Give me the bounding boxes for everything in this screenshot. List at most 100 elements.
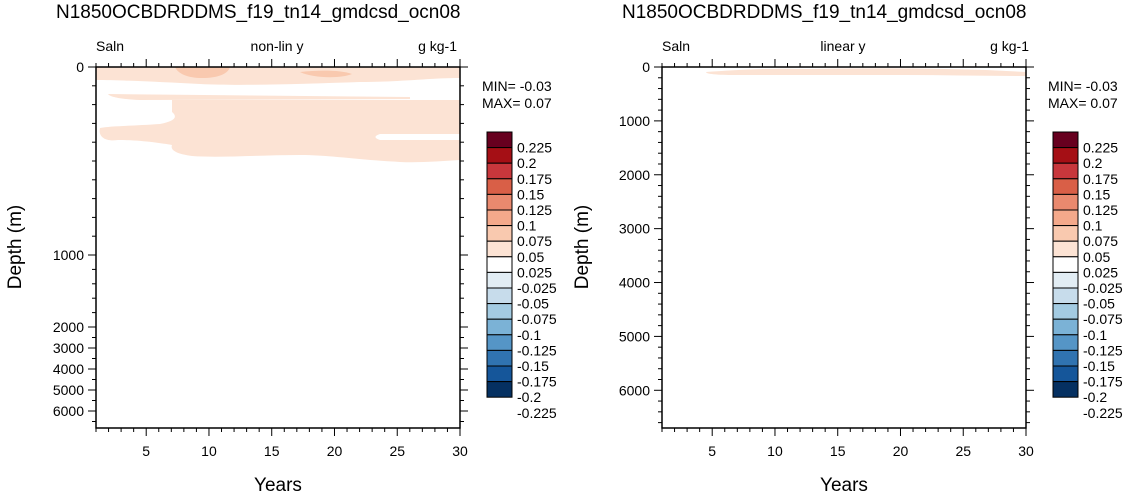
- colorbar-swatch: [1052, 209, 1079, 227]
- colorbar-label: 0.175: [517, 171, 552, 187]
- colorbar-swatch: [1052, 318, 1079, 336]
- contour-fill: [706, 68, 1026, 76]
- colorbar-swatch: [486, 365, 513, 383]
- x-tick-label: 25: [955, 443, 971, 459]
- y-axis: 0 1000 2000 3000 4000 5000 6000: [619, 59, 1034, 424]
- x-tick-label: 5: [142, 443, 150, 459]
- colorbar-label: 0.2: [517, 155, 537, 171]
- colorbar-label: -0.1: [517, 327, 541, 343]
- colorbar-label: 0.15: [517, 186, 544, 202]
- colorbar-label: 0.05: [1083, 249, 1110, 265]
- y-tick-label: 4000: [619, 275, 650, 291]
- max-value: MAX= 0.07: [482, 95, 552, 111]
- colorbar-swatch: [486, 303, 513, 320]
- max-value: MAX= 0.07: [1048, 95, 1118, 111]
- axis-mode-label: linear y: [820, 38, 866, 54]
- colorbar-label: 0.225: [517, 140, 552, 156]
- colorbar-label: -0.15: [1083, 358, 1115, 374]
- colorbar-swatch: [486, 271, 513, 289]
- colorbar-swatch: [486, 209, 513, 227]
- colorbar: 0.2250.20.1750.150.1250.10.0750.050.025-…: [486, 131, 557, 421]
- colorbar-label: -0.05: [517, 296, 549, 312]
- colorbar-label: -0.1: [1083, 327, 1107, 343]
- colorbar-label: 0.075: [1083, 233, 1118, 249]
- chart-svg: 5 10 15 20 25 30 0 1000 2000 3000 4000 5000 6000 Ye…: [572, 59, 1123, 496]
- colorbar-swatch: [1052, 256, 1079, 273]
- colorbar-label: 0.05: [517, 249, 544, 265]
- colorbar-label: 0.025: [517, 264, 552, 280]
- colorbar-swatch: [1052, 225, 1079, 242]
- x-tick-label: 5: [708, 443, 716, 459]
- x-tick-label: 25: [389, 443, 405, 459]
- mid-depth-salinity-band: [108, 94, 410, 100]
- y-tick-label: 6000: [619, 382, 650, 398]
- colorbar-swatch: [486, 178, 513, 195]
- colorbar-swatch: [486, 193, 513, 211]
- x-tick-label: 20: [893, 443, 909, 459]
- colorbar-swatch: [486, 349, 513, 367]
- x-axis-title: Years: [254, 475, 302, 496]
- y-tick-label: 3000: [53, 340, 84, 356]
- colorbar-swatch: [1052, 381, 1079, 398]
- colorbar-label: 0.225: [1083, 140, 1118, 156]
- x-axis-title: Years: [820, 475, 868, 496]
- y-tick-label: 0: [76, 59, 84, 75]
- colorbar-label: 0.025: [1083, 264, 1118, 280]
- colorbar-label: 0.1: [1083, 218, 1103, 234]
- colorbar-label: -0.125: [1083, 342, 1123, 358]
- colorbar-swatch: [486, 147, 513, 164]
- colorbar-swatch: [1052, 365, 1079, 383]
- x-tick-label: 10: [767, 443, 783, 459]
- colorbar-swatch: [486, 318, 513, 336]
- y-axis: 0 1000 2000 3000 4000 5000 6000: [53, 59, 468, 422]
- min-value: MIN= -0.03: [482, 78, 552, 94]
- surface-salinity-max: [175, 67, 230, 78]
- x-tick-label: 30: [1018, 443, 1034, 459]
- y-axis-title: Depth (m): [5, 205, 26, 289]
- colorbar-swatch: [486, 334, 513, 351]
- y-tick-label: 3000: [619, 221, 650, 237]
- y-tick-label: 2000: [619, 167, 650, 183]
- colorbar-label: -0.175: [1083, 374, 1123, 390]
- min-value: MIN= -0.03: [1048, 78, 1118, 94]
- colorbar-label: -0.075: [517, 311, 557, 327]
- colorbar-swatch: [486, 240, 513, 258]
- right-panel: N1850OCBDRDDMS_f19_tn14_gmdcsd_ocn08 Sal…: [566, 0, 1132, 499]
- colorbar-label: 0.125: [517, 202, 552, 218]
- x-tick-label: 15: [264, 443, 280, 459]
- x-tick-label: 15: [830, 443, 846, 459]
- y-tick-label: 1000: [619, 113, 650, 129]
- x-axis: 5 10 15 20 25 30: [95, 59, 468, 459]
- axis-mode-label: non-lin y: [250, 38, 304, 54]
- surface-salinity-band: [706, 68, 1026, 76]
- colorbar-label: -0.125: [517, 342, 557, 358]
- colorbar-swatch: [1052, 131, 1079, 149]
- colorbar-label: -0.225: [1083, 405, 1123, 421]
- colorbar-swatch: [1052, 162, 1079, 180]
- colorbar-label: -0.2: [1083, 389, 1107, 405]
- x-tick-label: 20: [327, 443, 343, 459]
- colorbar-swatch: [1052, 287, 1079, 305]
- colorbar-label: -0.2: [517, 389, 541, 405]
- colorbar-swatch: [486, 131, 513, 149]
- contour-fill: [96, 67, 460, 163]
- colorbar-label: -0.025: [1083, 280, 1123, 296]
- colorbar-label: 0.075: [517, 233, 552, 249]
- y-tick-label: 4000: [53, 361, 84, 377]
- colorbar-swatch: [1052, 178, 1079, 195]
- colorbar-label: -0.175: [517, 374, 557, 390]
- colorbar-label: -0.025: [517, 280, 557, 296]
- y-tick-label: 1000: [53, 247, 84, 263]
- y-tick-label: 6000: [53, 403, 84, 419]
- intermediate-salinity-notch: [375, 134, 460, 140]
- colorbar-label: 0.2: [1083, 155, 1103, 171]
- colorbar: 0.2250.20.1750.150.1250.10.0750.050.025-…: [1052, 131, 1123, 421]
- colorbar-swatch: [486, 287, 513, 305]
- colorbar-swatch: [486, 381, 513, 398]
- colorbar-swatch: [1052, 193, 1079, 211]
- chart-svg: 5 10 15 20 25 30 0 1000 2000 3000 4000 5000 6000 Ye…: [5, 59, 557, 496]
- y-tick-label: 5000: [53, 382, 84, 398]
- variable-label: Saln: [96, 38, 125, 54]
- colorbar-swatch: [486, 162, 513, 180]
- y-tick-label: 0: [642, 59, 650, 75]
